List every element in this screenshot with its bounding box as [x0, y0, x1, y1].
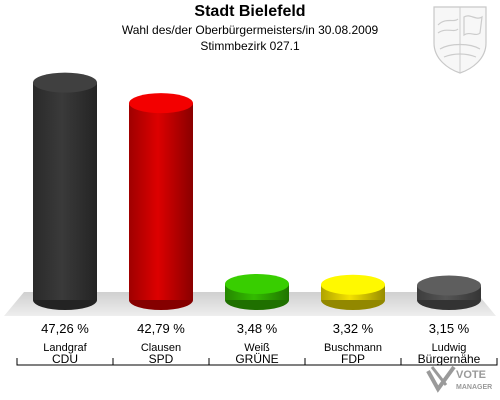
- candidate-label: Ludwig: [432, 342, 467, 354]
- value-label: 42,79 %: [137, 321, 185, 336]
- value-label: 47,26 %: [41, 321, 89, 336]
- value-label: 3,15 %: [429, 321, 470, 336]
- bar-cdu: [33, 72, 97, 310]
- bar-spd: [129, 93, 193, 310]
- category-bracket: [400, 358, 498, 366]
- bar-grüne: [225, 273, 289, 310]
- value-label: 3,48 %: [237, 321, 278, 336]
- party-label: SPD: [149, 352, 174, 366]
- bar-body: [33, 82, 97, 300]
- bar-body: [129, 103, 193, 300]
- bar-top: [225, 273, 289, 294]
- party-label: GRÜNE: [235, 352, 278, 366]
- bar-fdp: [321, 274, 385, 310]
- candidate-label: Clausen: [141, 342, 181, 354]
- candidate-label: Buschmann: [324, 342, 382, 354]
- bar-top: [321, 274, 385, 295]
- value-label: 3,32 %: [333, 321, 374, 336]
- logo-text-manager: MANAGER: [456, 384, 492, 391]
- bar-bürgernähe: [417, 275, 481, 310]
- party-label: FDP: [341, 352, 365, 366]
- party-label: CDU: [52, 352, 78, 366]
- coat-of-arms-icon: [433, 6, 487, 74]
- logo-text-vote: VOTE: [456, 369, 486, 381]
- chart-subtitle: Wahl des/der Oberbürgermeisters/in 30.08…: [121, 23, 379, 37]
- bars-group: [33, 72, 481, 310]
- chart-title: Stadt Bielefeld: [194, 3, 306, 20]
- bar-top: [33, 72, 97, 93]
- bar-top: [129, 93, 193, 114]
- votemanager-logo: VOTE MANAGER: [426, 365, 492, 393]
- chart-district: Stimmbezirk 027.1: [200, 39, 300, 53]
- party-label: Bürgernähe: [418, 352, 481, 366]
- bar-top: [417, 275, 481, 296]
- candidate-label: Weiß: [244, 342, 270, 354]
- candidate-label: Landgraf: [43, 342, 87, 354]
